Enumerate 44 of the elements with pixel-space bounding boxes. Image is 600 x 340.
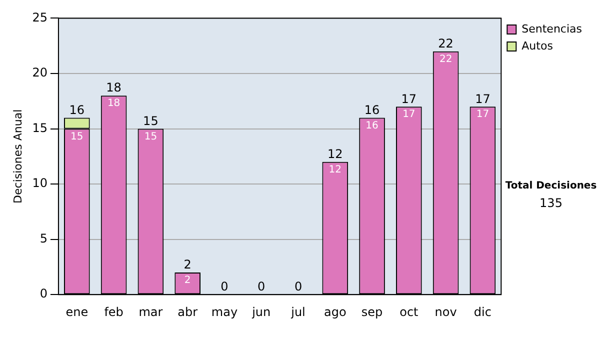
x-tick-label: mar	[138, 304, 163, 319]
x-tick-label: feb	[104, 304, 124, 319]
data-label: 17	[476, 109, 490, 120]
total-label: 17	[475, 92, 490, 106]
text: Total Decisiones	[505, 180, 597, 192]
total-label: 0	[258, 280, 266, 294]
x-tick-label: ene	[66, 304, 88, 319]
text: 135	[540, 196, 562, 210]
x-tick-label: sep	[361, 304, 383, 319]
y-tick-label: 10	[32, 176, 48, 190]
x-tick-label: may	[211, 304, 238, 319]
total-label: 22	[438, 36, 454, 50]
x-tick-label: nov	[434, 304, 457, 319]
data-label: 15	[70, 131, 84, 142]
legend-label: Autos	[522, 39, 554, 52]
x-tick-label: jul	[290, 304, 306, 319]
data-label: 2	[184, 275, 191, 286]
y-tick-label: 15	[32, 120, 48, 135]
y-tick-label: 20	[32, 66, 48, 80]
total-label: 18	[106, 80, 122, 95]
total-label: 15	[143, 114, 158, 128]
data-label: 16	[366, 120, 378, 132]
data-label: 15	[144, 131, 158, 142]
y-tick-label: 25	[32, 10, 48, 24]
total-label: 17	[401, 92, 417, 106]
x-tick-label: dic	[474, 304, 492, 319]
total-label: 16	[69, 102, 85, 117]
data-label: 12	[328, 164, 342, 176]
x-tick-label: jun	[251, 304, 271, 319]
total-label: 0	[220, 280, 228, 294]
y-tick-label: 0	[40, 286, 48, 301]
y-tick-label: 5	[40, 231, 48, 246]
legend-label: Sentencias	[522, 22, 582, 36]
data-label: 18	[107, 98, 120, 110]
data-label: 22	[439, 54, 452, 65]
y-axis-title: Decisiones Anual	[11, 109, 24, 204]
x-tick-label: ago	[324, 304, 346, 319]
x-tick-label: oct	[400, 304, 419, 319]
total-label: 2	[184, 258, 192, 272]
total-label: 0	[294, 280, 302, 294]
total-label: 12	[328, 147, 343, 162]
x-tick-label: abr	[178, 304, 198, 319]
data-label: 17	[402, 109, 416, 120]
total-label: 16	[364, 102, 380, 117]
